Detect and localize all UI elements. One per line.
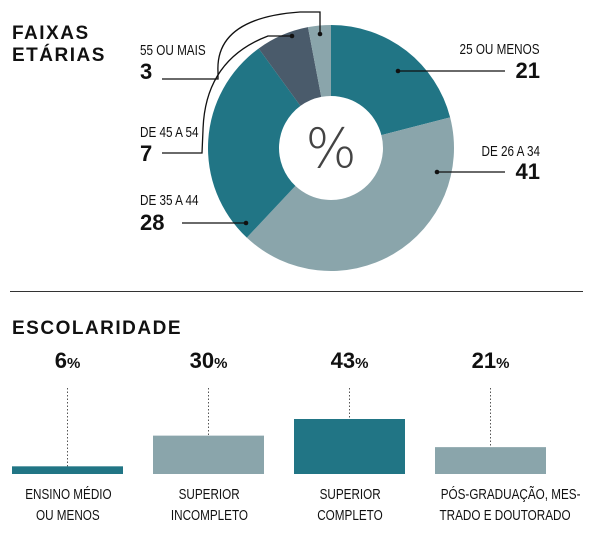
bar-category-label: SUPERIOR COMPLETO — [280, 484, 421, 526]
age-value: 28 — [140, 210, 165, 235]
percent-sign: % — [355, 355, 369, 372]
bar-value-label: 21% — [435, 348, 546, 374]
bar-value: 21 — [471, 348, 497, 373]
bar-category-label: ENSINO MÉDIO OU MENOS — [0, 484, 139, 526]
age-label: 55 OU MAIS — [140, 43, 224, 59]
age-label-text: DE 45 A 54 — [140, 124, 199, 141]
bar-value-label: 6% — [12, 348, 123, 374]
leader-line-5 — [162, 11, 321, 80]
bar-category-label: SUPERIOR INCOMPLETO — [139, 484, 280, 526]
age-title: FAIXAS ETÁRIAS — [12, 23, 106, 67]
age-value: 7 — [140, 141, 153, 166]
age-value: 21 — [515, 58, 540, 83]
age-value: 41 — [515, 159, 540, 184]
age-label-text: DE 35 A 44 — [140, 192, 199, 209]
age-label: DE 26 A 34 — [465, 144, 540, 160]
percent-sign: % — [66, 355, 81, 372]
bar-value: 43 — [330, 348, 356, 373]
leader-dot-5 — [317, 31, 323, 37]
bar-category-line: SUPERIOR — [178, 486, 240, 503]
age-label: DE 45 A 54 — [140, 125, 215, 141]
bar-value-label: 43% — [294, 348, 405, 374]
age-label-text: DE 26 A 34 — [481, 143, 540, 160]
leader-dot-2 — [434, 169, 440, 175]
age-label-text: 55 OU MAIS — [140, 42, 206, 59]
bar-category-line: ENSINO MÉDIO — [24, 486, 112, 503]
bar-value-label: 30% — [153, 348, 264, 374]
bar-category-line: TRADO E DOUTORADO — [438, 507, 571, 524]
bar-value: 6 — [54, 348, 67, 373]
center-percent-symbol: % — [305, 117, 356, 180]
bar-3 — [294, 419, 405, 474]
age-title-line2: ETÁRIAS — [12, 45, 106, 66]
bar-category-line: OU MENOS — [36, 507, 100, 524]
leader-dot-3 — [243, 220, 249, 226]
bar-category-line: COMPLETO — [317, 507, 383, 524]
leader-dot-4 — [289, 33, 295, 39]
bar-category-line: PÓS-GRADUAÇÃO, MES- — [440, 486, 580, 503]
donut-slice-1 — [331, 25, 451, 136]
bar-category-line: SUPERIOR — [319, 486, 381, 503]
donut-slice-5 — [307, 25, 331, 97]
section-divider — [10, 291, 583, 292]
age-label-text: 25 OU MENOS — [460, 41, 540, 58]
percent-sign: % — [496, 355, 510, 372]
donut-slice-4 — [258, 27, 322, 106]
bar-category-line: INCOMPLETO — [170, 507, 248, 524]
bar-value: 30 — [189, 348, 215, 373]
bar-category-label: PÓS-GRADUAÇÃO, MES- TRADO E DOUTORADO — [421, 484, 580, 526]
leader-dot-1 — [395, 68, 401, 74]
bar-1 — [12, 466, 123, 474]
education-title: ESCOLARIDADE — [12, 318, 183, 339]
age-value: 3 — [140, 59, 153, 84]
percent-sign: % — [214, 355, 228, 372]
bar-2 — [153, 435, 264, 474]
age-label: DE 35 A 44 — [140, 193, 215, 209]
age-title-line1: FAIXAS — [12, 23, 90, 44]
bar-4 — [435, 447, 546, 474]
donut-slice-2 — [246, 117, 455, 271]
age-label: 25 OU MENOS — [437, 42, 540, 58]
donut-slice-3 — [207, 48, 301, 238]
